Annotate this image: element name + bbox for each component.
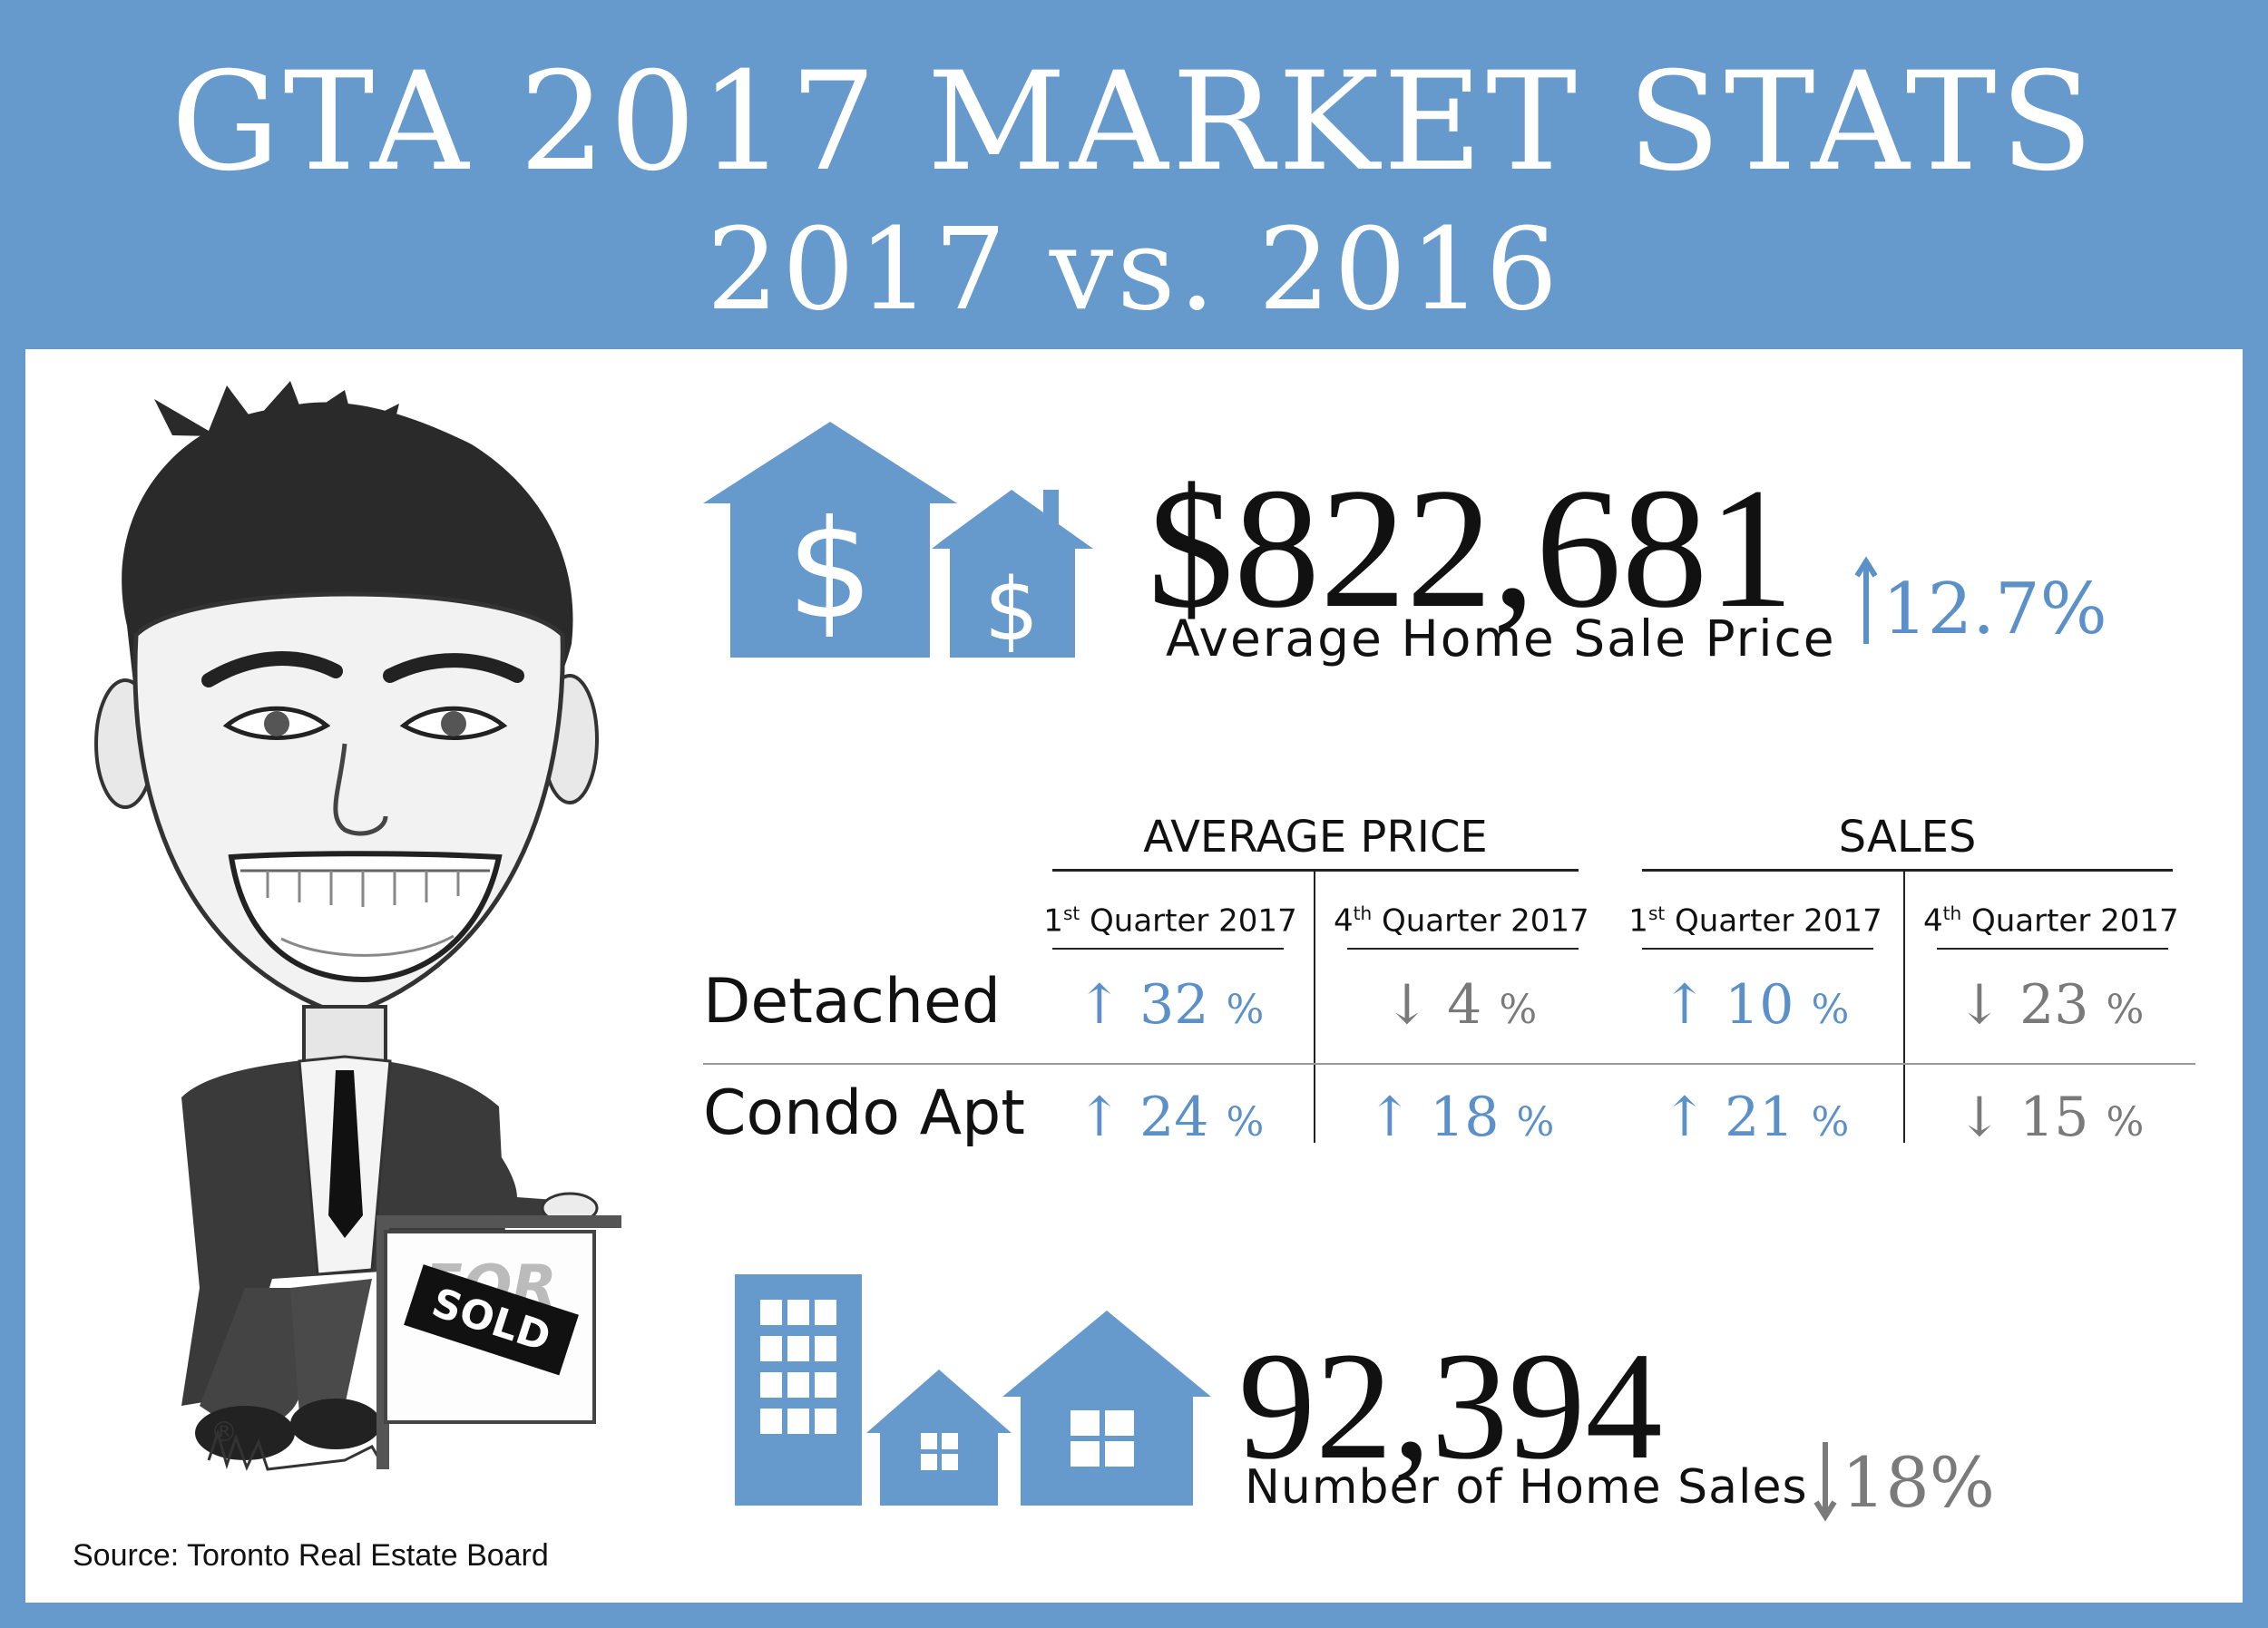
arrow-down-icon: ↓	[1956, 973, 2020, 1037]
cell-value: 23	[2019, 973, 2107, 1037]
col-avg-q1: 1st Quarter 2017	[1043, 902, 1297, 940]
group-sales-rule	[1642, 869, 2173, 872]
cell-unit: %	[1226, 987, 1265, 1033]
cell-unit: %	[2106, 987, 2145, 1033]
row-label-condo: Condo Apt	[703, 1077, 1025, 1149]
col-sales-q4-rule	[1937, 948, 2168, 950]
cell-value: 24	[1139, 1086, 1227, 1149]
average-price-value: $822,681	[1148, 453, 1794, 644]
cell-value: 10	[1725, 973, 1812, 1037]
group-average-price-rule	[1052, 869, 1579, 872]
arrow-up-icon: ↑	[1661, 973, 1725, 1037]
cell-unit: %	[2106, 1099, 2145, 1145]
houses-dollar-icon: $ $	[703, 422, 1093, 660]
cell-condo-apt-1: ↑ 18 %	[1334, 1081, 1588, 1159]
cell-detached-3: ↓ 23 %	[1923, 969, 2177, 1047]
average-price-change-value: 12.7%	[1882, 569, 2107, 650]
col-sales-q1-rule	[1642, 948, 1873, 950]
divider-vertical-2	[1903, 871, 1905, 1143]
arrow-up-icon: ↑	[1366, 1086, 1431, 1149]
cell-detached-1: ↓ 4 %	[1334, 969, 1588, 1047]
home-sales-change-value: 18%	[1842, 1442, 1995, 1523]
page-title: GTA 2017 MARKET STATS	[171, 44, 2097, 201]
registered-mark: ®	[210, 1417, 238, 1448]
home-sales-change: 18%	[1813, 1442, 1995, 1524]
cell-value: 21	[1725, 1086, 1812, 1149]
row-divider	[703, 1063, 2195, 1065]
arrow-up-icon: ↑	[1661, 1086, 1725, 1149]
arrow-up-icon: ↑	[1076, 973, 1140, 1037]
home-sales-value: 92,394	[1238, 1321, 1663, 1491]
col-avg-q4: 4th Quarter 2017	[1334, 902, 1589, 940]
average-price-change: 12.7%	[1854, 556, 2107, 655]
realtor-caricature: FOR SOLD	[94, 381, 621, 1471]
cell-condo-apt-2: ↑ 21 %	[1628, 1081, 1882, 1159]
cell-unit: %	[1226, 1099, 1265, 1145]
cell-condo-apt-0: ↑ 24 %	[1043, 1081, 1297, 1159]
cell-unit: %	[1499, 987, 1538, 1033]
arrow-down-icon	[1813, 1442, 1837, 1522]
col-avg-q4-rule	[1347, 948, 1579, 950]
buildings-houses-icon	[735, 1274, 1211, 1506]
header: GTA 2017 MARKET STATS 2017 vs. 2016	[0, 0, 2268, 349]
source-note: Source: Toronto Real Estate Board	[73, 1538, 549, 1573]
cell-value: 4	[1447, 973, 1500, 1037]
group-sales: SALES	[1838, 812, 1977, 863]
col-sales-q1: 1st Quarter 2017	[1628, 902, 1882, 940]
cell-detached-0: ↑ 32 %	[1043, 969, 1297, 1047]
col-avg-q1-rule	[1052, 948, 1284, 950]
page-subtitle: 2017 vs. 2016	[706, 204, 1562, 336]
home-sales-label: Number of Home Sales	[1245, 1460, 1808, 1515]
arrow-down-icon: ↓	[1383, 973, 1448, 1037]
svg-text:$: $	[787, 492, 873, 649]
cell-detached-2: ↑ 10 %	[1628, 969, 1882, 1047]
svg-text:$: $	[984, 561, 1039, 660]
row-label-detached: Detached	[703, 966, 1002, 1038]
average-price-label: Average Home Sale Price	[1166, 609, 1836, 668]
divider-vertical-1	[1314, 871, 1315, 1143]
arrow-down-icon: ↓	[1956, 1086, 2020, 1149]
cell-unit: %	[1811, 1099, 1850, 1145]
group-average-price: AVERAGE PRICE	[1143, 812, 1488, 863]
cell-value: 18	[1430, 1086, 1517, 1149]
cell-value: 32	[1139, 973, 1227, 1037]
cell-condo-apt-3: ↓ 15 %	[1923, 1081, 2177, 1159]
arrow-up-icon	[1854, 556, 1878, 644]
cell-value: 15	[2019, 1086, 2107, 1149]
cell-unit: %	[1811, 987, 1850, 1033]
col-sales-q4: 4th Quarter 2017	[1923, 902, 2179, 940]
arrow-up-icon: ↑	[1076, 1086, 1140, 1149]
cell-unit: %	[1516, 1099, 1555, 1145]
